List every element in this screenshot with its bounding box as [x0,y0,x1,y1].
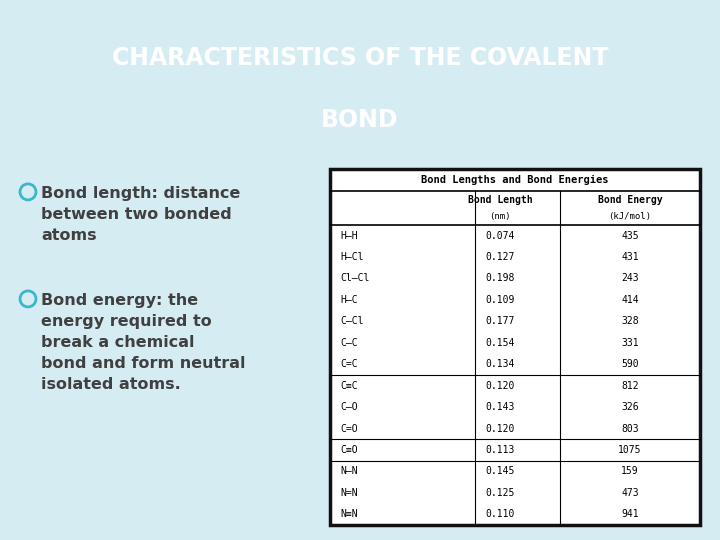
Text: Cl–Cl: Cl–Cl [340,273,369,284]
Text: 331: 331 [621,338,639,348]
Text: H–H: H–H [340,231,358,241]
Text: Bond energy: the
energy required to
break a chemical
bond and form neutral
isola: Bond energy: the energy required to brea… [41,293,246,392]
Text: Bond Energy: Bond Energy [598,195,662,205]
Text: C≡O: C≡O [340,445,358,455]
Text: 0.127: 0.127 [485,252,515,262]
Text: C=C: C=C [340,359,358,369]
Text: 0.143: 0.143 [485,402,515,412]
Text: 414: 414 [621,295,639,305]
Text: 0.177: 0.177 [485,316,515,326]
Text: 590: 590 [621,359,639,369]
Text: 328: 328 [621,316,639,326]
Text: H–C: H–C [340,295,358,305]
Text: Bond Length: Bond Length [468,195,532,205]
Text: 0.120: 0.120 [485,423,515,434]
Text: 0.113: 0.113 [485,445,515,455]
Text: Bond Lengths and Bond Energies: Bond Lengths and Bond Energies [421,175,608,185]
Text: 0.074: 0.074 [485,231,515,241]
Text: 0.134: 0.134 [485,359,515,369]
Text: Bond length: distance
between two bonded
atoms: Bond length: distance between two bonded… [41,186,240,243]
Text: C=O: C=O [340,423,358,434]
Text: 473: 473 [621,488,639,498]
Text: 243: 243 [621,273,639,284]
Text: 0.109: 0.109 [485,295,515,305]
Text: C–C: C–C [340,338,358,348]
Text: C≡C: C≡C [340,381,358,390]
Text: H–Cl: H–Cl [340,252,364,262]
Text: 0.154: 0.154 [485,338,515,348]
Text: (nm): (nm) [490,212,510,221]
Text: BOND: BOND [321,108,399,132]
Text: N=N: N=N [340,488,358,498]
Text: N≡N: N≡N [340,509,358,519]
Text: 0.198: 0.198 [485,273,515,284]
Text: C–O: C–O [340,402,358,412]
Text: 0.125: 0.125 [485,488,515,498]
Text: 431: 431 [621,252,639,262]
Text: 326: 326 [621,402,639,412]
Text: 159: 159 [621,467,639,476]
Text: 435: 435 [621,231,639,241]
Text: 803: 803 [621,423,639,434]
Text: CHARACTERISTICS OF THE COVALENT: CHARACTERISTICS OF THE COVALENT [112,46,608,71]
Text: 0.120: 0.120 [485,381,515,390]
Text: 0.145: 0.145 [485,467,515,476]
Text: 1075: 1075 [618,445,642,455]
Text: 0.110: 0.110 [485,509,515,519]
Text: 941: 941 [621,509,639,519]
Text: (kJ/mol): (kJ/mol) [608,212,652,221]
Bar [330,169,700,525]
Text: 812: 812 [621,381,639,390]
Text: C–Cl: C–Cl [340,316,364,326]
Text: N–N: N–N [340,467,358,476]
